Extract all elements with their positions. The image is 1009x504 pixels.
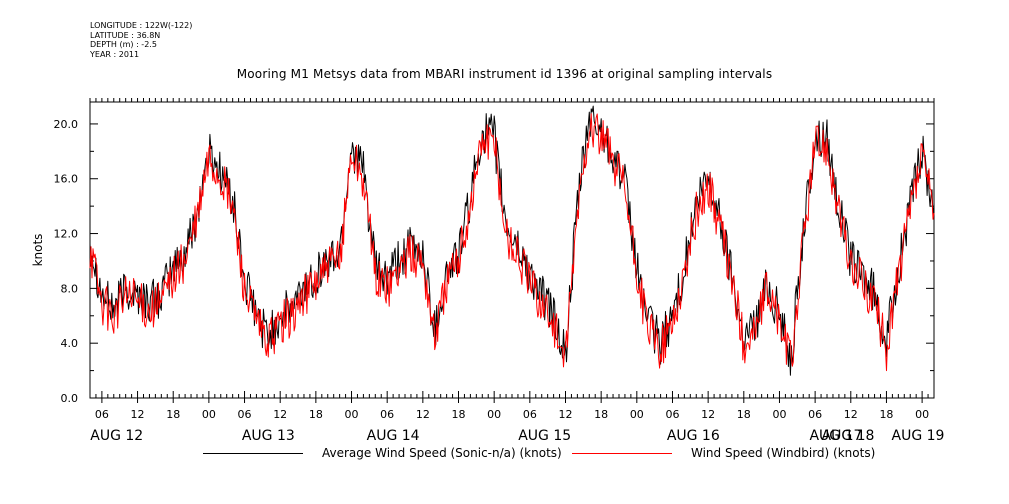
x-tick-label: 00 [487, 408, 501, 421]
legend: Average Wind Speed (Sonic-n/a) (knots) W… [0, 446, 1009, 462]
latitude-text: LATITUDE : 36.8N [90, 30, 161, 40]
x-tick-label: 18 [737, 408, 751, 421]
x-tick-label: 00 [345, 408, 359, 421]
series-line-windbird [89, 113, 935, 372]
depth-text: DEPTH (m) : -2.5 [90, 40, 157, 49]
x-tick-label: 06 [808, 408, 822, 421]
year-text: YEAR : 2011 [90, 49, 140, 59]
x-tick-label: 00 [772, 408, 786, 421]
y-tick-label: 12.0 [54, 228, 79, 241]
x-day-label: AUG 13 [242, 428, 295, 444]
x-tick-label: 18 [309, 408, 323, 421]
x-tick-label: 18 [879, 408, 893, 421]
x-tick-label: 18 [452, 408, 466, 421]
y-tick-label: 16.0 [54, 173, 79, 186]
legend-swatch-windbird [572, 453, 672, 454]
x-tick-label: 12 [844, 408, 858, 421]
longitude-text: LONGITUDE : 122W(-122) [90, 21, 193, 30]
x-tick-label: 06 [380, 408, 394, 421]
x-tick-label: 12 [131, 408, 145, 421]
x-tick-label: 06 [95, 408, 109, 421]
y-tick-label: 4.0 [61, 337, 79, 350]
legend-swatch-sonic [203, 453, 303, 454]
legend-label-windbird: Wind Speed (Windbird) (knots) [691, 446, 876, 460]
x-day-label: AUG 14 [367, 428, 420, 444]
x-tick-label: 12 [416, 408, 430, 421]
x-day-label: AUG 17 [809, 428, 862, 444]
x-tick-label: 06 [665, 408, 679, 421]
series-line-sonic [89, 105, 935, 376]
chart-title: Mooring M1 Metsys data from MBARI instru… [236, 67, 773, 81]
x-day-label: AUG 15 [518, 428, 571, 444]
x-day-label: AUG 19 [892, 428, 945, 444]
x-day-label: AUG 16 [667, 428, 720, 444]
x-day-label: AUG 18 [822, 428, 875, 444]
x-tick-label: 18 [166, 408, 180, 421]
x-tick-label: 06 [238, 408, 252, 421]
x-tick-label: 18 [594, 408, 608, 421]
x-tick-label: 06 [523, 408, 537, 421]
x-tick-label: 12 [558, 408, 572, 421]
x-tick-label: 00 [630, 408, 644, 421]
y-tick-label: 0.0 [61, 392, 79, 405]
metadata-block: LONGITUDE : 122W(-122) LATITUDE : 36.8N … [90, 21, 192, 59]
x-tick-label: 00 [915, 408, 929, 421]
x-tick-label: 12 [701, 408, 715, 421]
x-day-label: AUG 12 [90, 428, 143, 444]
x-tick-label: 12 [273, 408, 287, 421]
y-tick-label: 20.0 [54, 118, 79, 131]
y-axis-label: knots [31, 234, 45, 267]
y-tick-label: 8.0 [61, 282, 79, 295]
x-tick-label: 00 [202, 408, 216, 421]
legend-label-sonic: Average Wind Speed (Sonic-n/a) (knots) [322, 446, 562, 460]
